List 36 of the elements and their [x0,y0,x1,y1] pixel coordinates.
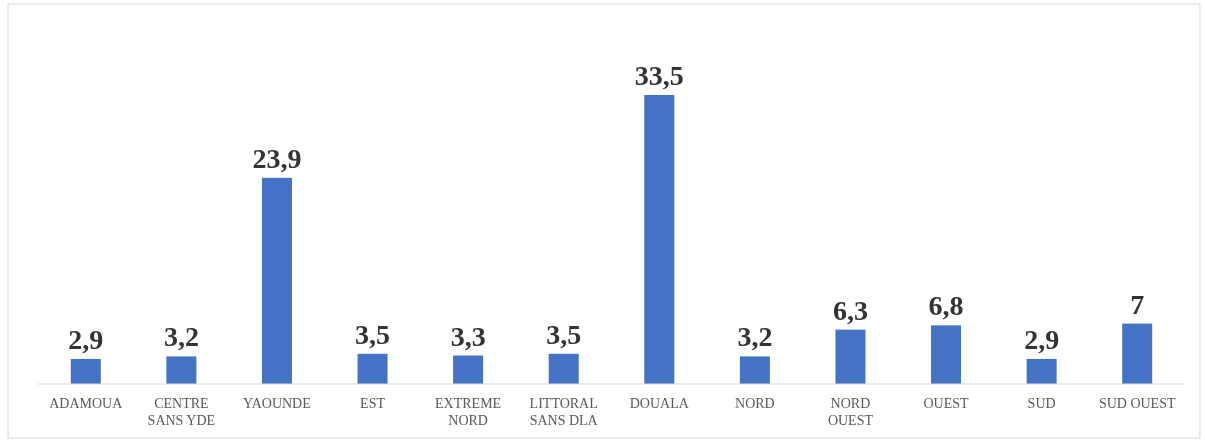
data-label: 7 [1130,288,1145,320]
bar [357,353,388,384]
x-tick-label: YAOUNDE [243,396,311,411]
data-label: 3,3 [450,320,486,352]
data-label: 6,3 [832,294,868,326]
data-label: 3,5 [546,318,582,350]
x-tick-label: NORD OUEST [827,396,874,428]
bar [453,355,484,384]
x-tick-label: NORD [735,396,775,411]
x-tick-label: SUD OUEST [1098,396,1176,411]
bar [1122,323,1153,384]
data-label: 3,2 [737,321,773,353]
bar [835,329,866,384]
x-tick-label: CENTRE SANS YDE [147,396,216,428]
bar [1026,358,1057,384]
bar [644,95,675,384]
x-tick-label: OUEST [923,396,970,411]
data-label: 33,5 [634,60,684,91]
bar [548,353,579,384]
x-tick-label: LITTORAL SANS DLA [529,396,599,428]
bar [70,358,101,384]
data-label: 2,9 [1024,323,1060,355]
x-tick-label: ADAMOUA [49,396,124,411]
bar [261,177,292,384]
data-label: 3,5 [355,318,391,350]
bar [931,325,962,384]
data-label: 3,2 [163,321,199,353]
bar [166,356,197,384]
x-tick-label: EXTREME NORD [435,396,502,428]
data-label: 23,9 [252,142,302,174]
x-tick-label: DOUALA [629,396,690,411]
x-tick-label: EST [360,396,386,411]
data-label: 6,8 [928,290,964,322]
data-label: 2,9 [68,323,104,355]
x-tick-label: SUD [1027,396,1056,411]
bar [739,356,770,384]
